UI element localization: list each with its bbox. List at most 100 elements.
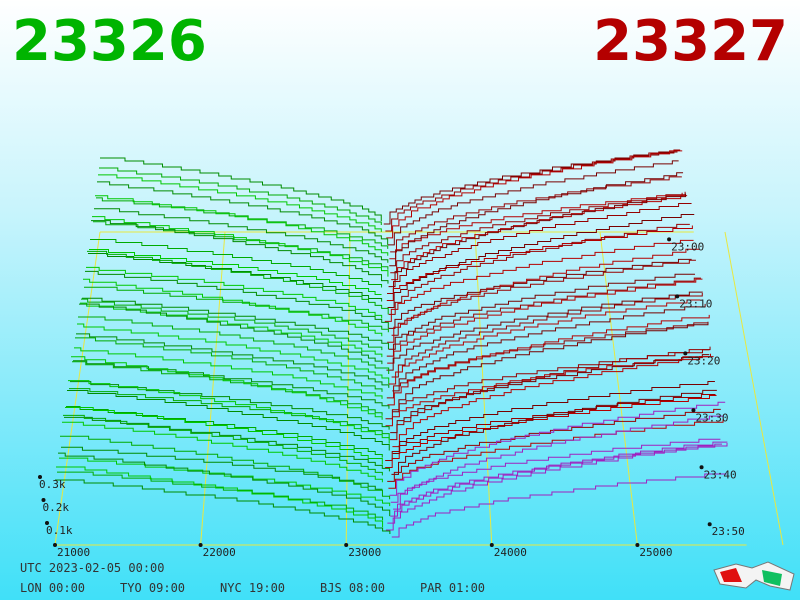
ask-price: 23327: [593, 9, 788, 74]
bid-depth-line: [93, 221, 389, 270]
bid-depth-line: [57, 471, 384, 521]
ask-depth-line: [388, 258, 692, 329]
bid-depth-line: [69, 388, 390, 440]
ask-depth-line: [391, 293, 703, 378]
ask-depth-line: [391, 259, 696, 336]
bid-depth-line: [56, 466, 384, 528]
tick-dot: [489, 543, 494, 547]
ask-depth-line: [391, 473, 727, 538]
utc-time: UTC 2023-02-05 00:00: [20, 561, 165, 575]
depth-label: 0.1k: [46, 524, 73, 537]
bid-depth-line: [94, 208, 389, 263]
bid-depth-line: [81, 298, 383, 351]
bid-depth-line: [78, 316, 390, 375]
tick-dot: [675, 294, 680, 299]
tick-dot: [53, 543, 57, 547]
bid-depth-line: [71, 356, 383, 420]
ask-depth-line: [390, 443, 723, 517]
time-label: 23:50: [712, 525, 745, 538]
ask-depth-line: [384, 239, 694, 322]
time-label: 23:10: [679, 297, 712, 310]
ask-depth-line: [387, 203, 692, 295]
floor-line: [200, 231, 226, 546]
clock-label: BJS 08:00: [320, 581, 385, 595]
time-label: 23:00: [671, 240, 704, 253]
ask-depth-line: [390, 438, 721, 503]
price-label: 25000: [639, 546, 672, 559]
ask-depth-line: [383, 151, 678, 225]
tick-dot: [683, 351, 688, 356]
ask-depth-line: [390, 191, 686, 274]
clock-label: LON 00:00: [20, 581, 85, 595]
ask-depth-line: [385, 393, 716, 461]
tick-dot: [691, 408, 696, 413]
bid-depth-line: [59, 457, 391, 507]
ask-depth-line: [387, 314, 710, 406]
clock-label: PAR 01:00: [420, 581, 485, 595]
ask-depth-line: [385, 353, 711, 427]
ask-depth-line: [387, 278, 703, 364]
ask-depth-line: [385, 149, 681, 232]
bid-depth-line: [66, 405, 383, 458]
bid-depth-line: [68, 380, 390, 444]
ask-depth-line: [387, 160, 679, 246]
bid-depth-line: [72, 361, 383, 416]
tick-dot: [699, 465, 704, 470]
time-label: 23:20: [687, 354, 720, 367]
ask-depth-line: [387, 213, 695, 308]
bid-depth-line: [75, 337, 383, 392]
bid-depth-line: [62, 421, 383, 483]
tick-dot: [344, 543, 349, 547]
ask-depth-line: [388, 223, 690, 315]
bid-depth-line: [86, 266, 383, 319]
depth-label: 0.2k: [43, 501, 70, 514]
ask-depth-line: [390, 176, 682, 253]
tick-dot: [707, 522, 712, 527]
bid-depth-line: [58, 452, 391, 517]
bid-depth-line: [55, 479, 391, 534]
price-label: 23000: [348, 546, 381, 559]
tick-dot: [38, 475, 42, 479]
ask-depth-line: [386, 150, 683, 239]
depth-label: 0.3k: [39, 478, 66, 491]
bid-depth-line: [64, 416, 390, 472]
bid-depth-line: [76, 333, 390, 388]
floor-line: [724, 231, 784, 546]
clock-label: TYO 09:00: [120, 581, 185, 595]
bid-depth-line: [87, 250, 389, 315]
bid-depth-line: [97, 181, 389, 245]
bid-price: 23326: [12, 9, 207, 74]
bid-depth-line: [82, 297, 389, 350]
tick-dot: [667, 237, 672, 242]
bid-depth-line: [74, 347, 383, 399]
bid-depth-line: [65, 406, 383, 465]
ask-depth-line: [386, 277, 701, 357]
tick-dot: [45, 521, 49, 525]
bid-depth-line: [85, 270, 389, 329]
ask-depth-line: [389, 346, 711, 441]
price-label: 22000: [203, 546, 236, 559]
price-label: 24000: [494, 546, 527, 559]
bid-depth-line: [70, 381, 390, 430]
floor-line: [474, 231, 493, 546]
bid-depth-line: [92, 216, 389, 277]
axis-labels: 21000 22000 23000 24000 25000 23:00 23:10 23:20…: [38, 237, 745, 559]
ask-depth-line: [385, 443, 728, 531]
ask-depth-line: [386, 291, 703, 371]
ask-depth-line: [393, 415, 724, 510]
tick-dot: [198, 543, 203, 547]
time-label: 23:30: [695, 411, 728, 424]
ask-depth-line: [388, 273, 696, 350]
bid-depth-line: [96, 197, 389, 249]
bid-depth-line: [100, 157, 382, 221]
clock-label: NYC 19:00: [220, 581, 285, 595]
ask-depth-line: [388, 299, 701, 385]
ask-depth-line: [386, 225, 693, 302]
bid-depth-line: [80, 302, 383, 358]
bid-depth-line: [98, 174, 382, 232]
bid-depth-line: [90, 239, 383, 288]
ask-depth-line: [392, 356, 714, 448]
bid-depth-line: [88, 252, 383, 302]
ask-depth-line: [392, 303, 706, 392]
